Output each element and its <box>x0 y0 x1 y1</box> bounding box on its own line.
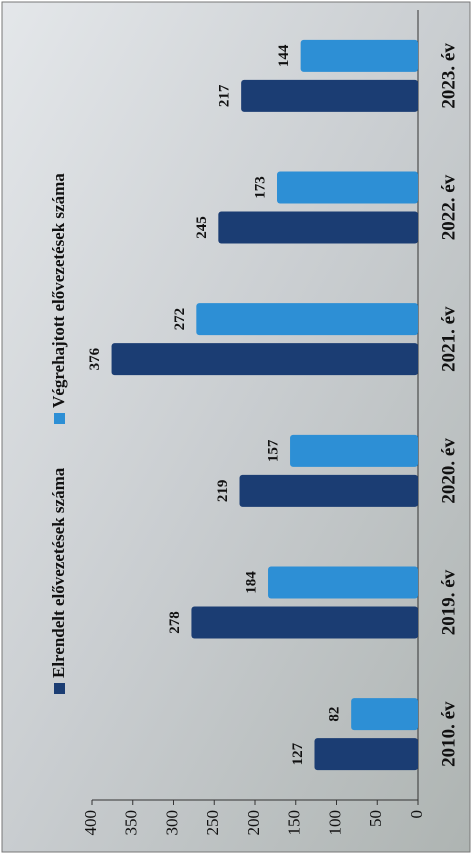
bar <box>300 39 419 72</box>
y-tick-label: 50 <box>366 810 385 827</box>
bar <box>351 698 419 731</box>
data-label: 245 <box>194 216 210 239</box>
legend-label: Végrehajtott elővezetések száma <box>49 173 68 408</box>
bar <box>239 474 418 507</box>
data-label: 217 <box>217 84 233 107</box>
x-tick-label: 2020. év <box>438 438 459 504</box>
x-tick-label: 2010. év <box>438 701 459 767</box>
bar <box>196 303 418 336</box>
y-tick-label: 350 <box>122 810 141 836</box>
data-label: 184 <box>243 571 259 594</box>
x-tick-label: 2021. év <box>438 306 459 372</box>
data-label: 219 <box>215 480 231 503</box>
y-tick-label: 200 <box>244 810 263 836</box>
y-tick-label: 100 <box>325 810 344 836</box>
bar <box>268 566 419 599</box>
bar <box>314 738 418 771</box>
x-tick-label: 2023. év <box>438 43 459 109</box>
legend-swatch <box>54 413 65 424</box>
data-label: 376 <box>87 347 103 370</box>
legend-swatch <box>54 683 65 694</box>
legend-label: Elrendelt elővezetések száma <box>49 467 68 678</box>
data-label: 173 <box>252 176 268 199</box>
bar <box>191 606 418 639</box>
plot: 0 50 100 150 200 250 300 350 400 2010. év 2019. év… <box>49 10 459 836</box>
data-label: 82 <box>327 707 343 722</box>
bar <box>277 171 418 204</box>
y-tick-label: 150 <box>285 810 304 836</box>
y-tick-label: 300 <box>162 810 181 836</box>
x-tick-label: 2019. év <box>438 569 459 635</box>
data-label: 278 <box>167 611 183 634</box>
y-tick-label: 400 <box>81 810 100 836</box>
data-label: 127 <box>290 742 306 765</box>
x-tick-label: 2022. év <box>438 174 459 240</box>
data-label: 272 <box>172 308 188 331</box>
data-label: 144 <box>276 44 292 67</box>
bar <box>290 434 419 467</box>
y-tick-label: 0 <box>407 810 426 819</box>
y-tick-label: 250 <box>203 810 222 836</box>
data-label: 157 <box>265 439 281 462</box>
bar <box>218 211 418 244</box>
bar <box>111 343 418 376</box>
bar <box>241 79 418 112</box>
